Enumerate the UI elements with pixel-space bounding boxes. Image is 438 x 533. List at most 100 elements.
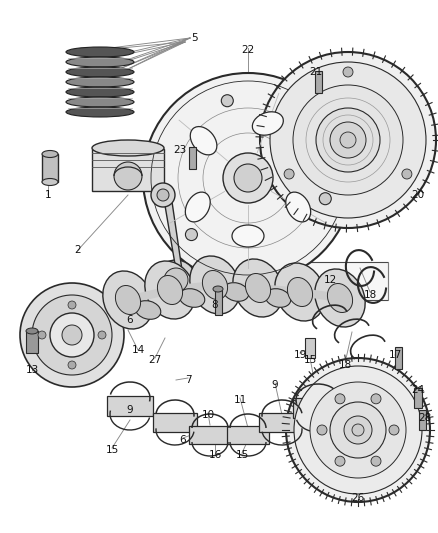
Text: 27: 27 <box>148 355 162 365</box>
Ellipse shape <box>190 126 217 155</box>
Circle shape <box>317 425 327 435</box>
Bar <box>314 71 321 93</box>
Text: 20: 20 <box>411 190 424 200</box>
Circle shape <box>50 313 94 357</box>
Text: 26: 26 <box>351 493 364 503</box>
Text: 21: 21 <box>309 67 323 77</box>
Ellipse shape <box>315 269 365 327</box>
Circle shape <box>343 67 353 77</box>
Text: 15: 15 <box>235 450 249 460</box>
Circle shape <box>352 424 364 436</box>
Ellipse shape <box>66 77 134 87</box>
Circle shape <box>98 331 106 339</box>
Circle shape <box>270 62 426 218</box>
Bar <box>259 413 305 432</box>
Ellipse shape <box>287 278 313 306</box>
Ellipse shape <box>265 289 291 308</box>
Circle shape <box>344 416 372 444</box>
Ellipse shape <box>232 225 264 247</box>
Text: 1: 1 <box>45 190 51 200</box>
Circle shape <box>286 358 430 502</box>
Text: 17: 17 <box>389 350 402 360</box>
Ellipse shape <box>103 271 153 329</box>
Circle shape <box>371 394 381 404</box>
Bar <box>153 413 197 432</box>
Text: 28: 28 <box>418 413 431 423</box>
Ellipse shape <box>275 263 325 321</box>
Text: 15: 15 <box>106 445 119 455</box>
Circle shape <box>157 189 169 201</box>
Bar <box>227 426 269 444</box>
Text: 16: 16 <box>208 450 222 460</box>
Text: 24: 24 <box>411 385 424 395</box>
Circle shape <box>20 283 124 387</box>
Text: 5: 5 <box>192 33 198 43</box>
Circle shape <box>143 73 353 283</box>
Circle shape <box>371 456 381 466</box>
Text: 18: 18 <box>364 290 377 300</box>
Circle shape <box>62 325 82 345</box>
Circle shape <box>156 260 196 300</box>
Ellipse shape <box>66 67 134 77</box>
Circle shape <box>151 183 175 207</box>
Circle shape <box>221 95 233 107</box>
Text: 8: 8 <box>212 300 218 310</box>
Text: 18: 18 <box>339 360 352 370</box>
Circle shape <box>185 229 198 240</box>
Circle shape <box>38 331 46 339</box>
Bar <box>188 147 195 169</box>
Ellipse shape <box>286 192 311 222</box>
Ellipse shape <box>42 150 58 157</box>
Circle shape <box>316 108 380 172</box>
Ellipse shape <box>252 112 283 135</box>
Ellipse shape <box>42 179 58 185</box>
Bar <box>92 149 164 191</box>
Text: 14: 14 <box>131 345 145 355</box>
Circle shape <box>330 122 366 158</box>
Ellipse shape <box>245 273 271 303</box>
Ellipse shape <box>328 284 353 312</box>
Circle shape <box>68 361 76 369</box>
Text: 19: 19 <box>293 350 307 360</box>
Ellipse shape <box>135 301 161 319</box>
Circle shape <box>335 456 345 466</box>
Text: 6: 6 <box>127 315 133 325</box>
Ellipse shape <box>92 140 164 156</box>
Ellipse shape <box>66 87 134 97</box>
Text: 6: 6 <box>180 435 186 445</box>
Bar <box>418 410 425 430</box>
Circle shape <box>68 301 76 309</box>
Text: 22: 22 <box>241 45 254 55</box>
Ellipse shape <box>179 289 205 308</box>
Text: 13: 13 <box>25 365 39 375</box>
Ellipse shape <box>185 192 210 222</box>
Bar <box>414 388 422 408</box>
Bar <box>395 347 402 369</box>
Circle shape <box>389 425 399 435</box>
Text: 12: 12 <box>323 275 337 285</box>
Polygon shape <box>162 188 182 270</box>
Ellipse shape <box>66 97 134 107</box>
Ellipse shape <box>233 259 283 317</box>
Ellipse shape <box>145 261 195 319</box>
Ellipse shape <box>66 47 134 57</box>
Circle shape <box>223 153 273 203</box>
Circle shape <box>335 394 345 404</box>
Text: 2: 2 <box>75 245 81 255</box>
Circle shape <box>319 193 331 205</box>
Ellipse shape <box>213 286 223 292</box>
Circle shape <box>260 52 436 228</box>
Ellipse shape <box>202 270 228 300</box>
Text: 9: 9 <box>127 405 133 415</box>
Circle shape <box>32 295 112 375</box>
Text: 7: 7 <box>185 375 191 385</box>
Bar <box>42 154 58 182</box>
Circle shape <box>284 169 294 179</box>
Circle shape <box>114 162 142 190</box>
Text: 10: 10 <box>201 410 215 420</box>
Bar <box>293 398 343 418</box>
Bar <box>189 426 231 444</box>
Bar <box>107 396 153 416</box>
Circle shape <box>234 164 262 192</box>
Ellipse shape <box>223 282 249 301</box>
